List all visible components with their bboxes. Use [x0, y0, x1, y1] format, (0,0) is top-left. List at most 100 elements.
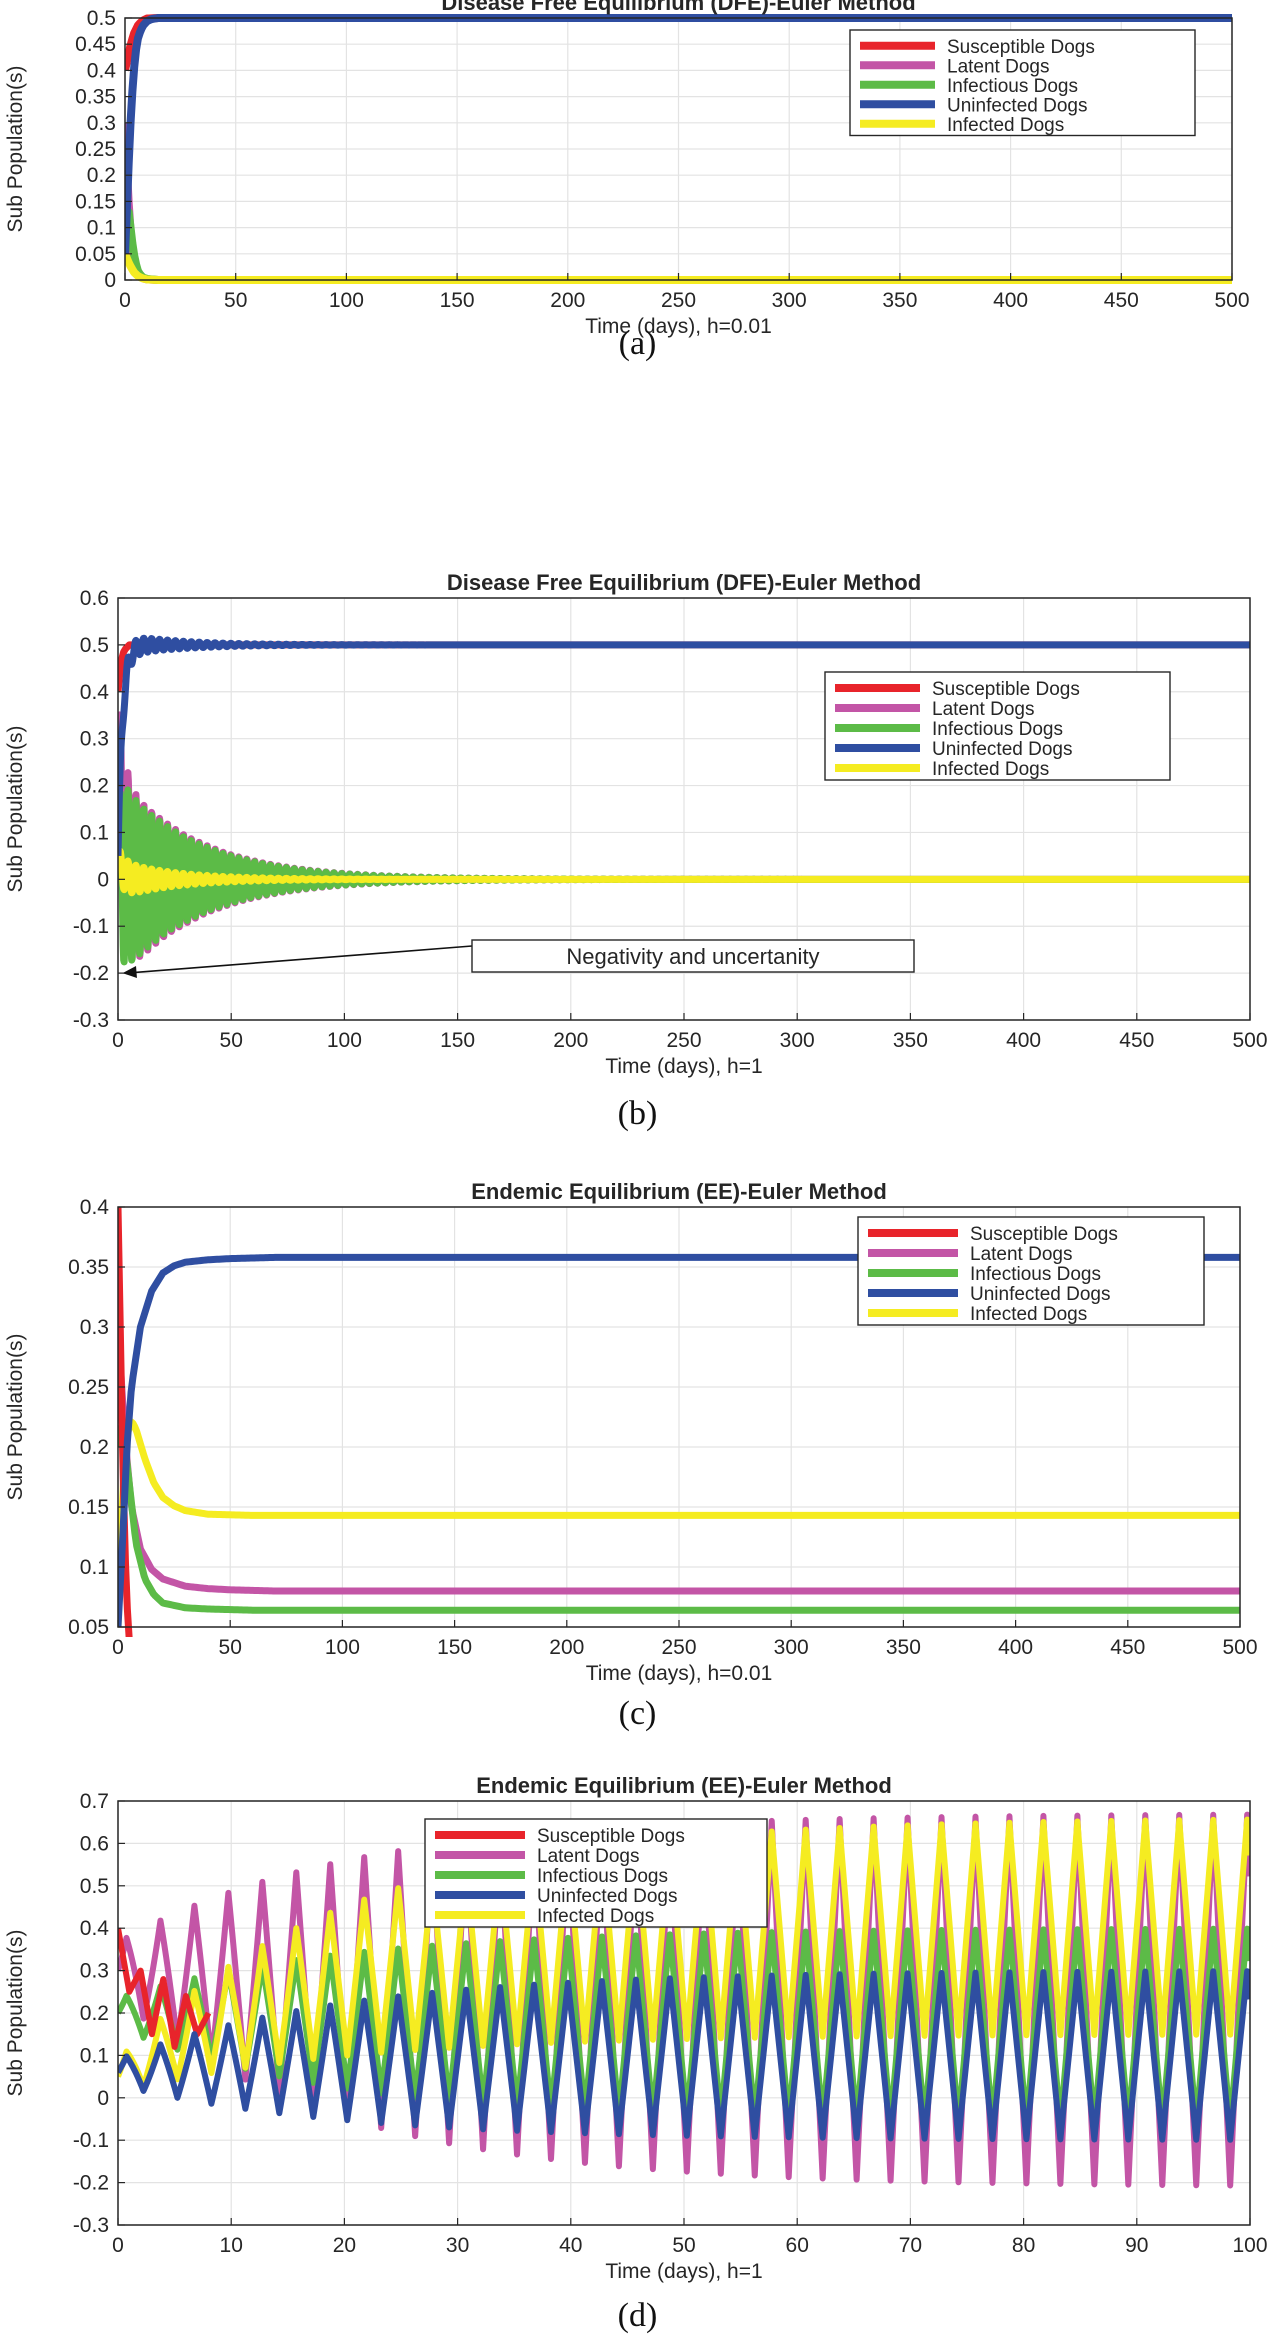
chart-2-xtick-label-3: 150: [437, 1636, 472, 1659]
chart-3-xtick-label-3: 30: [446, 2234, 469, 2257]
chart-panel-c: 0 50 100 150 200 250 300 350 400 450 500 0.05 0.1 0.1…: [0, 1175, 1275, 1775]
chart-1-ytick-label-1: -0.2: [73, 962, 109, 985]
chart-0-xlabel: Time (days), h=0.01: [585, 315, 772, 338]
chart-3-ytick-label-5: 0.2: [80, 2002, 109, 2025]
chart-0-xtick-label-1: 50: [224, 289, 247, 312]
chart-3-ytick-label-1: -0.2: [73, 2172, 109, 2195]
chart-0-xtick-label-5: 250: [661, 289, 696, 312]
chart-0-ytick-label-5: 0.25: [75, 138, 116, 161]
chart-1-title: Disease Free Equilibrium (DFE)-Euler Met…: [447, 570, 921, 595]
chart-3-xtick-label-1: 10: [220, 2234, 243, 2257]
chart-1-xtick-label-6: 300: [780, 1029, 815, 1052]
chart-3-xtick-label-4: 40: [559, 2234, 582, 2257]
chart-2-xtick-label-7: 350: [886, 1636, 921, 1659]
chart-2-legend-label-3: Uninfected Dogs: [970, 1284, 1110, 1305]
chart-0-ytick-label-0: 0: [104, 269, 116, 292]
chart-2-xtick-label-9: 450: [1110, 1636, 1145, 1659]
chart-1-ylabel: Sub Population(s): [4, 726, 27, 893]
chart-1-xtick-label-9: 450: [1119, 1029, 1154, 1052]
chart-0-ytick-label-3: 0.15: [75, 190, 116, 213]
chart-0-xtick-label-4: 200: [550, 289, 585, 312]
chart-1-xtick-label-7: 350: [893, 1029, 928, 1052]
chart-1-annotation-text: Negativity and uncertanity: [566, 944, 819, 969]
chart-0-xtick-label-10: 500: [1214, 289, 1249, 312]
chart-2-ytick-label-4: 0.25: [68, 1376, 109, 1399]
chart-1-ytick-label-0: -0.3: [73, 1009, 109, 1032]
chart-2-xtick-label-0: 0: [112, 1636, 124, 1659]
chart-3-xtick-label-0: 0: [112, 2234, 124, 2257]
chart-2-ytick-label-7: 0.4: [80, 1196, 110, 1219]
chart-2-xtick-label-10: 500: [1222, 1636, 1257, 1659]
panel-caption-a: (a): [618, 325, 657, 362]
chart-1-legend-label-2: Infectious Dogs: [932, 719, 1063, 740]
chart-1-xtick-label-5: 250: [666, 1029, 701, 1052]
chart-2-series-infectious-dogs: [118, 1423, 1240, 1614]
chart-1-xtick-label-3: 150: [440, 1029, 475, 1052]
chart-1-xtick-label-8: 400: [1006, 1029, 1041, 1052]
chart-0-xtick-label-6: 300: [772, 289, 807, 312]
chart-1-series-uninfected-dogs: [118, 634, 1250, 856]
chart-2-xtick-label-6: 300: [774, 1636, 809, 1659]
chart-0-ytick-label-10: 0.5: [87, 7, 116, 30]
chart-2-ylabel: Sub Population(s): [4, 1334, 27, 1501]
chart-1-ytick-label-9: 0.6: [80, 587, 109, 610]
chart-2-ytick-label-5: 0.3: [80, 1316, 109, 1339]
chart-0-legend-label-3: Uninfected Dogs: [947, 95, 1087, 116]
chart-3-xtick-label-9: 90: [1125, 2234, 1148, 2257]
chart-3-ytick-label-2: -0.1: [73, 2129, 109, 2152]
chart-1-xtick-label-4: 200: [553, 1029, 588, 1052]
chart-3-ytick-label-10: 0.7: [80, 1790, 109, 1813]
chart-2-ytick-label-3: 0.2: [80, 1436, 109, 1459]
chart-0-ytick-label-7: 0.35: [75, 86, 116, 109]
chart-2-ytick-label-0: 0.05: [68, 1616, 109, 1639]
chart-3-series-group: [118, 1811, 1250, 2189]
chart-2-xtick-label-8: 400: [998, 1636, 1033, 1659]
chart-0-legend-label-2: Infectious Dogs: [947, 76, 1078, 97]
chart-2-series-latent-dogs: [118, 1326, 1240, 1595]
chart-2-ytick-label-1: 0.1: [80, 1556, 109, 1579]
chart-c-svg: 0 50 100 150 200 250 300 350 400 450 500 0.05 0.1 0.1…: [4, 1179, 1258, 1685]
chart-0-legend-label-0: Susceptible Dogs: [947, 37, 1095, 58]
chart-2-xlabel: Time (days), h=0.01: [586, 1662, 773, 1685]
chart-1-legend-label-1: Latent Dogs: [932, 699, 1034, 720]
chart-3-legend-label-0: Susceptible Dogs: [537, 1826, 685, 1847]
chart-3-ytick-label-7: 0.4: [80, 1917, 110, 1940]
chart-0-ytick-label-1: 0.05: [75, 243, 116, 266]
chart-3-ytick-label-0: -0.3: [73, 2214, 109, 2237]
chart-3-ytick-label-6: 0.3: [80, 1960, 109, 1983]
chart-3-series-susceptible-dogs: [118, 1927, 212, 2050]
chart-1-xtick-label-2: 100: [327, 1029, 362, 1052]
chart-0-xtick-label-9: 450: [1104, 289, 1139, 312]
chart-0-ytick-label-2: 0.1: [87, 217, 116, 240]
chart-d-svg: 0 10 20 30 40 50 60 70 80 90 100 -0.3 -0.2 -0.1 0 0.1 0.…: [4, 1773, 1268, 2283]
chart-a-svg: 0 50 100 150 200 250 300 350 400 450 50000.050.10.…: [4, 0, 1250, 338]
chart-1-xtick-label-1: 50: [220, 1029, 243, 1052]
chart-3-series-infected-dogs: [118, 1816, 1250, 2090]
chart-3-xtick-label-5: 50: [672, 2234, 695, 2257]
chart-2-xtick-label-5: 250: [661, 1636, 696, 1659]
chart-2-ytick-label-2: 0.15: [68, 1496, 109, 1519]
chart-1-series-infected-dogs: [118, 847, 1250, 897]
chart-0-legend-label-4: Infected Dogs: [947, 115, 1064, 136]
chart-2-legend-label-0: Susceptible Dogs: [970, 1224, 1118, 1245]
chart-0-title: Disease Free Equilibrium (DFE)-Euler Met…: [441, 0, 915, 15]
chart-3-series-uninfected-dogs: [118, 1968, 1250, 2143]
chart-1-xtick-label-0: 0: [112, 1029, 124, 1052]
chart-1-series-group: [118, 634, 1250, 966]
chart-1-ytick-label-4: 0.1: [80, 821, 109, 844]
chart-0-ytick-label-9: 0.45: [75, 33, 116, 56]
chart-0-xtick-label-0: 0: [119, 289, 131, 312]
chart-0-ylabel: Sub Population(s): [4, 66, 27, 233]
chart-2-xtick-label-1: 50: [219, 1636, 242, 1659]
chart-1-xtick-label-10: 500: [1232, 1029, 1267, 1052]
chart-0-legend-label-1: Latent Dogs: [947, 56, 1049, 77]
chart-3-legend-label-3: Uninfected Dogs: [537, 1886, 677, 1907]
chart-0-ytick-label-6: 0.3: [87, 112, 116, 135]
chart-panel-a: 0 50 100 150 200 250 300 350 400 450 500 0 0.05 0.1 0.…: [0, 0, 1275, 380]
panel-caption-c: (c): [618, 1695, 657, 1732]
chart-3-xtick-label-2: 20: [333, 2234, 356, 2257]
chart-2-xtick-label-2: 100: [325, 1636, 360, 1659]
chart-0-xtick-label-7: 350: [882, 289, 917, 312]
